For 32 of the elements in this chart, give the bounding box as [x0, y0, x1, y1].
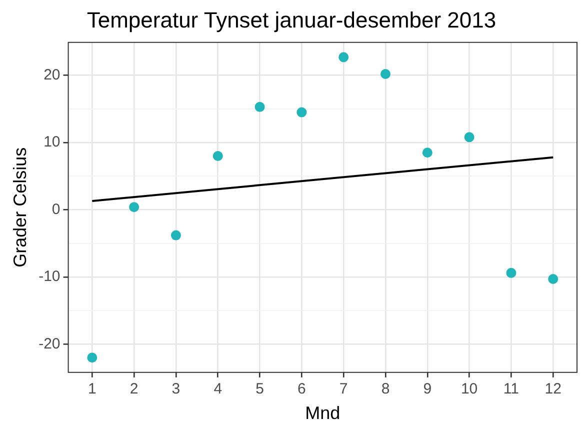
x-tick-label: 2: [130, 380, 138, 398]
y-tick-label: 20: [44, 66, 60, 84]
point: [422, 148, 432, 158]
point: [129, 202, 140, 212]
x-tick-label: 12: [544, 380, 562, 398]
x-tick-label: 3: [172, 380, 180, 398]
x-tick-label: 9: [423, 380, 432, 398]
point: [254, 102, 265, 112]
x-tick-label: 11: [503, 380, 519, 398]
x-tick-label: 10: [460, 380, 478, 398]
y-tick-label: -20: [38, 335, 60, 352]
point: [338, 52, 349, 62]
y-tick-label: 10: [44, 134, 60, 151]
point: [380, 68, 390, 79]
x-tick-label: 4: [214, 380, 222, 398]
point: [506, 268, 516, 278]
x-tick-label: 5: [256, 380, 264, 398]
x-tick-label: 1: [88, 380, 96, 398]
x-tick-label: 7: [339, 380, 348, 398]
point: [170, 230, 181, 240]
y-tick-label: -10: [38, 268, 60, 286]
point: [296, 107, 307, 118]
point: [87, 352, 98, 363]
y-tick-label: 0: [52, 200, 60, 218]
y-axis-title: Grader Celsius: [10, 147, 30, 268]
point: [464, 132, 474, 142]
chart-title: Temperatur Tynset januar-desember 2013: [86, 7, 496, 32]
point: [548, 274, 558, 284]
x-axis-title: Mnd: [305, 403, 340, 424]
point: [212, 150, 223, 161]
x-tick-label: 8: [381, 380, 390, 398]
x-tick-label: 6: [298, 380, 306, 398]
